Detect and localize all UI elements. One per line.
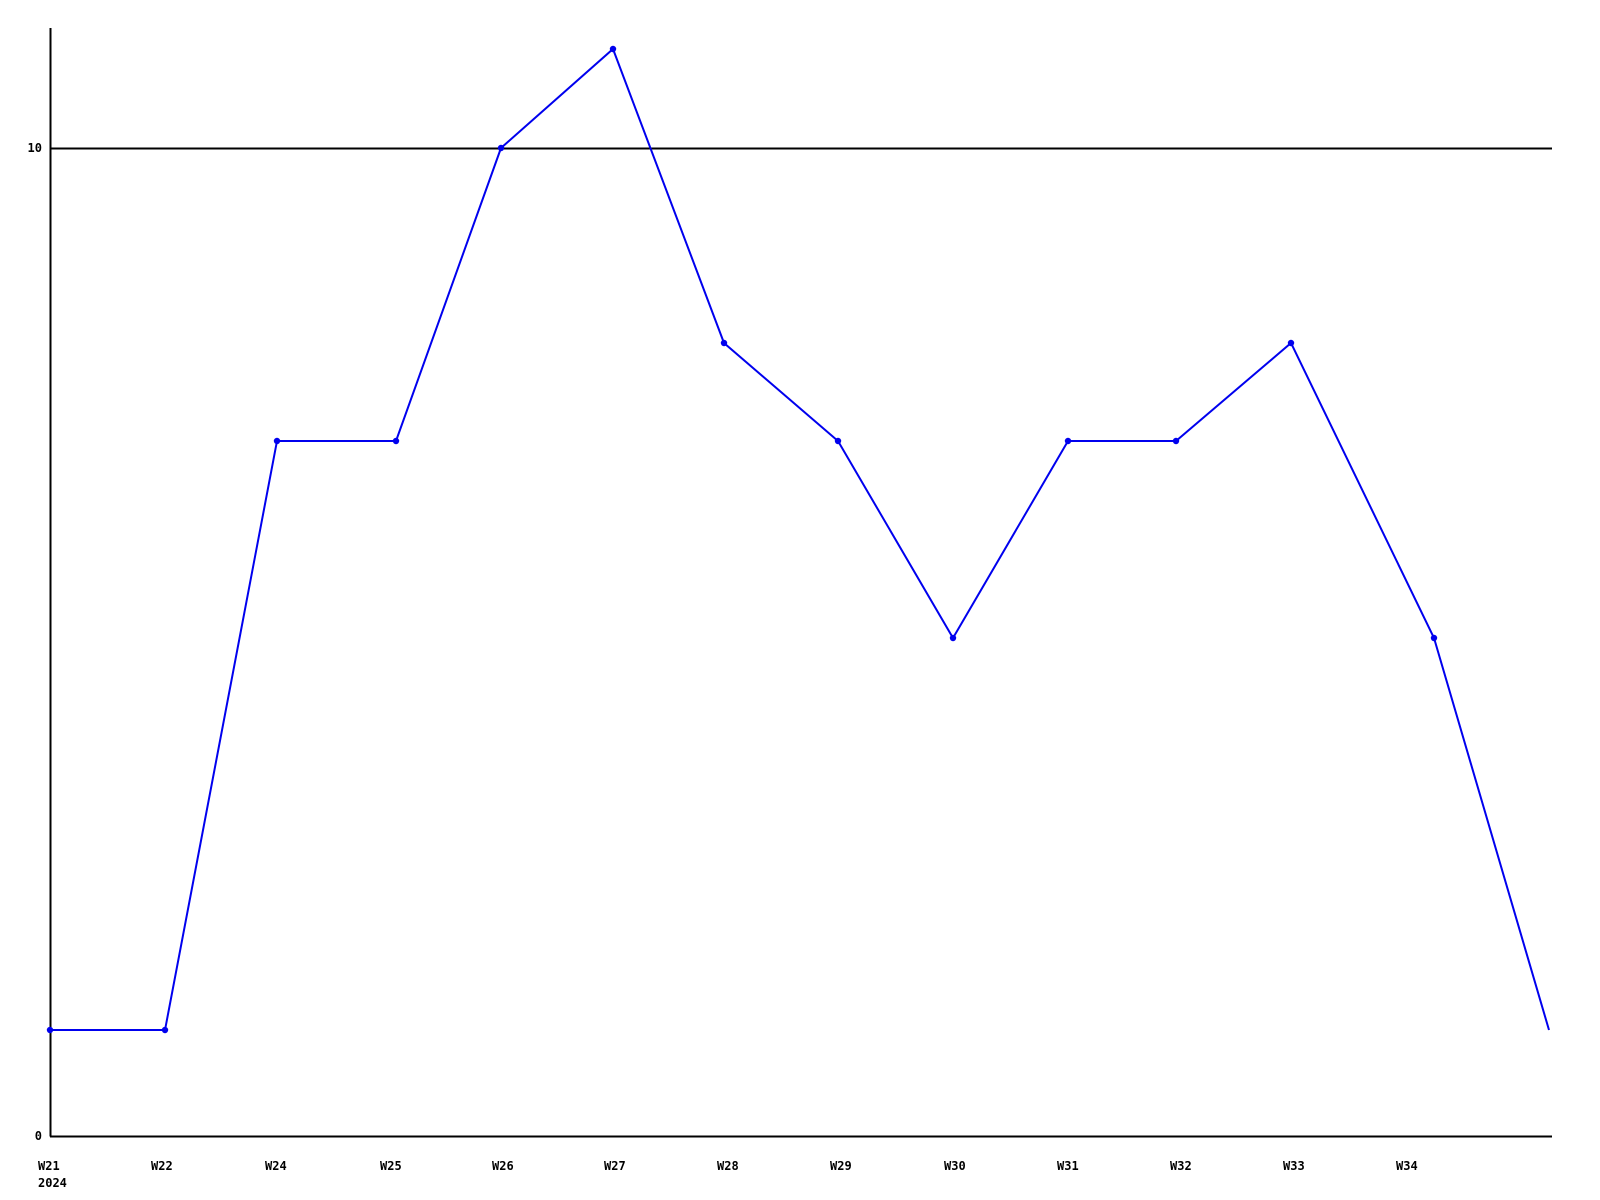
data-point-w25	[392, 437, 400, 445]
x-tick-label-w21: W21	[38, 1159, 60, 1173]
x-tick-label-w25: W25	[380, 1159, 402, 1173]
data-point-w27	[609, 45, 617, 53]
data-point-w33	[1287, 339, 1295, 347]
x-tick-label-w33: W33	[1283, 1159, 1305, 1173]
x-axis-year-label: 2024	[38, 1176, 67, 1190]
data-point-w24	[273, 437, 281, 445]
x-tick-label-w29: W29	[830, 1159, 852, 1173]
data-point-markers	[46, 45, 1438, 1034]
data-point-w30	[949, 634, 957, 642]
x-tick-label-w32: W32	[1170, 1159, 1192, 1173]
x-tick-label-w34: W34	[1396, 1159, 1418, 1173]
y-tick-label-0: 0	[34, 1129, 42, 1143]
y-tick-label-10: 10	[27, 141, 42, 155]
data-point-w32	[1172, 437, 1180, 445]
x-tick-label-w26: W26	[492, 1159, 514, 1173]
x-tick-label-w30: W30	[944, 1159, 966, 1173]
x-tick-label-w27: W27	[604, 1159, 626, 1173]
data-point-w28	[720, 339, 728, 347]
data-series-line	[50, 47, 1550, 1031]
data-point-w26	[497, 144, 505, 152]
data-point-w29	[834, 437, 842, 445]
data-point-w34	[1430, 634, 1438, 642]
x-tick-label-w31: W31	[1057, 1159, 1079, 1173]
x-tick-label-w24: W24	[265, 1159, 287, 1173]
data-point-w31	[1064, 437, 1072, 445]
x-tick-label-w28: W28	[717, 1159, 739, 1173]
data-point-w22	[161, 1026, 169, 1034]
data-point-w21	[46, 1026, 54, 1034]
x-tick-label-w22: W22	[151, 1159, 173, 1173]
